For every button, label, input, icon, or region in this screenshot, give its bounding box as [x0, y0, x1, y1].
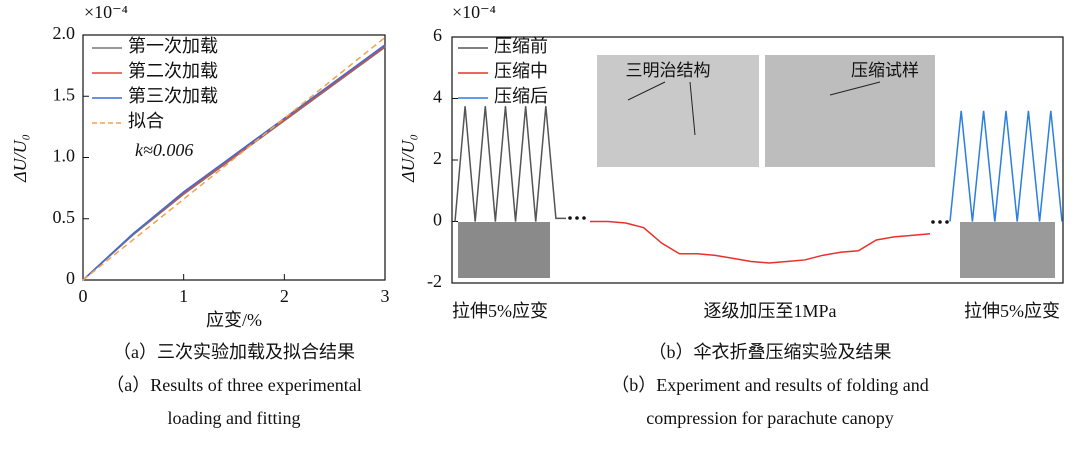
x-tick-label: 1: [179, 286, 188, 306]
y-tick-label: 1.5: [53, 84, 76, 104]
annotation: k≈0.006: [135, 140, 193, 160]
photo: [960, 222, 1055, 278]
caption-en: （a）Results of three experimental: [106, 375, 361, 395]
data-line: [950, 111, 1062, 222]
figure: 0 0.5 1.0 1.5 2.0 0 1 2 3 第一次加载第二次加载第三次加载拟合 k≈0.00…: [0, 0, 1077, 445]
x-axis-label: 应变/%: [206, 310, 262, 330]
legend-label: 压缩中: [494, 61, 548, 81]
legend-label: 第二次加载: [128, 61, 218, 81]
caption-zh: （a）三次实验加载及拟合结果: [113, 342, 355, 362]
caption-en: compression for parachute canopy: [646, 408, 893, 428]
legend-label: 第三次加载: [128, 86, 218, 106]
data-line: [455, 106, 566, 221]
y-tick-label: 0: [433, 210, 442, 230]
y-tick-label: -2: [427, 271, 442, 291]
photo-annotation: 压缩试样: [851, 61, 919, 80]
legend-label: 第一次加载: [128, 36, 218, 56]
segment-label: 拉伸5%应变: [452, 301, 548, 321]
y-tick-label: 0: [66, 268, 75, 288]
multiplier: ×10⁻⁴: [452, 2, 496, 22]
y-tick-label: 2.0: [53, 23, 76, 43]
y-axis-label: ΔU/U₀: [398, 134, 418, 183]
legend-label: 压缩后: [494, 86, 548, 106]
legend-label: 拟合: [128, 111, 164, 131]
y-tick-label: 2: [433, 148, 442, 168]
y-tick-label: 6: [433, 25, 442, 45]
caption-zh: （b）伞衣折叠压缩实验及结果: [649, 342, 892, 362]
legend-label: 压缩前: [494, 36, 548, 56]
data-line: [83, 47, 385, 280]
y-tick-label: 0.5: [53, 207, 76, 227]
photo-annotation: 三明治结构: [626, 61, 711, 80]
caption-en: （b）Experiment and results of folding and: [611, 375, 928, 395]
segment-label: 拉伸5%应变: [964, 301, 1060, 321]
caption-en: loading and fitting: [168, 408, 301, 428]
data-line: [590, 222, 930, 264]
photo: [458, 222, 550, 278]
y-tick-label: 1.0: [53, 146, 76, 166]
y-tick-label: 4: [433, 87, 442, 107]
x-tick-label: 0: [79, 286, 88, 306]
multiplier: ×10⁻⁴: [84, 2, 128, 22]
x-tick-label: 3: [381, 286, 390, 306]
segment-label: 逐级加压至1MPa: [703, 301, 836, 321]
y-axis-label: ΔU/U₀: [10, 134, 30, 183]
x-tick-label: 2: [280, 286, 289, 306]
